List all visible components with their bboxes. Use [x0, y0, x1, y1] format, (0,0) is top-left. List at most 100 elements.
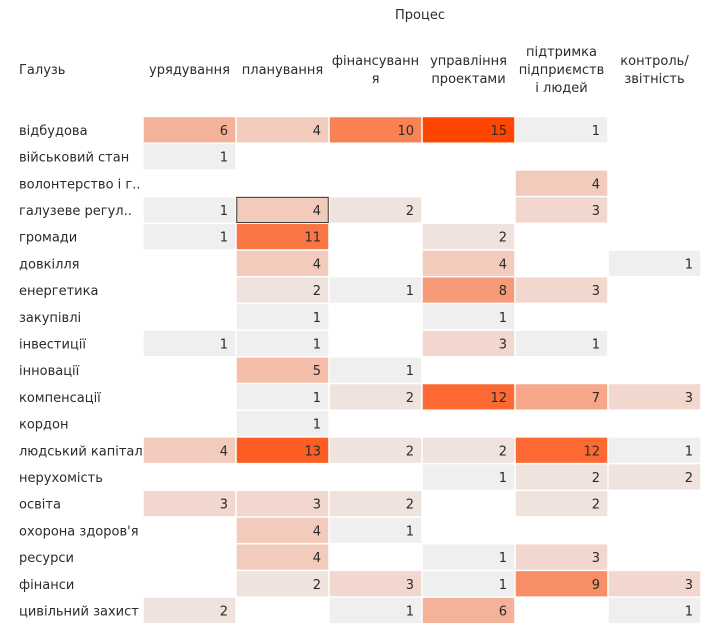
cell-value-label: 2: [685, 471, 693, 486]
cell-value-label: 2: [499, 231, 507, 246]
cell-value-label: 4: [313, 524, 321, 539]
heatmap-cell[interactable]: [515, 544, 608, 570]
cell-value-label: 1: [499, 311, 507, 326]
cell-value-label: 3: [592, 551, 600, 566]
heatmap-cell[interactable]: [608, 437, 701, 463]
cell-value-label: 1: [685, 444, 693, 459]
heatmap-cell[interactable]: [608, 384, 701, 410]
heatmap-cell[interactable]: [422, 277, 515, 303]
cell-value-label: 2: [499, 444, 507, 459]
heatmap-cell[interactable]: [143, 330, 236, 357]
heatmap-cell[interactable]: [236, 330, 329, 357]
row-label: кордон: [19, 418, 69, 433]
heatmap-cell[interactable]: [422, 384, 515, 410]
column-header: контроль/звітність: [620, 54, 689, 87]
heatmap-cell[interactable]: [515, 437, 608, 463]
heatmap-cell[interactable]: [236, 571, 329, 597]
heatmap-cell[interactable]: [329, 277, 422, 303]
cell-value-label: 3: [592, 204, 600, 219]
cell-value-label: 11: [304, 231, 321, 246]
heatmap-cell[interactable]: [422, 224, 515, 250]
cell-value-label: 1: [220, 231, 228, 246]
heatmap-cell[interactable]: [515, 464, 608, 490]
heatmap-cell[interactable]: [143, 597, 236, 624]
heatmap-cell[interactable]: [236, 224, 329, 250]
heatmap-cell[interactable]: [329, 597, 422, 624]
heatmap-cell[interactable]: [515, 117, 608, 143]
column-header: фінансуванн я: [332, 54, 419, 87]
heatmap-cell[interactable]: [236, 117, 329, 143]
heatmap-cell[interactable]: [515, 330, 608, 357]
heatmap-cell[interactable]: [329, 517, 422, 543]
row-label: інвестиції: [19, 337, 86, 352]
row-label: компенсації: [19, 391, 101, 406]
heatmap-cell[interactable]: [422, 437, 515, 463]
cell-value-label: 1: [499, 551, 507, 566]
heatmap-cell[interactable]: [143, 197, 236, 223]
heatmap-cell[interactable]: [608, 464, 701, 490]
cell-value-label: 1: [313, 337, 321, 352]
cell-value-label: 1: [499, 578, 507, 593]
heatmap-cell[interactable]: [236, 250, 329, 276]
heatmap-cell[interactable]: [143, 224, 236, 250]
heatmap-cell[interactable]: [515, 384, 608, 410]
heatmap-cell[interactable]: [143, 117, 236, 143]
cell-value-label: 7: [592, 391, 600, 406]
heatmap-cell[interactable]: [236, 517, 329, 543]
heatmap-cell[interactable]: [236, 491, 329, 517]
heatmap-cell[interactable]: [422, 597, 515, 624]
heatmap-cell[interactable]: [143, 491, 236, 517]
heatmap-cell[interactable]: [236, 437, 329, 463]
heatmap-cell[interactable]: [515, 571, 608, 597]
heatmap-cell[interactable]: [422, 464, 515, 490]
heatmap-cell[interactable]: [329, 437, 422, 463]
heatmap-cell[interactable]: [329, 384, 422, 410]
cell-value-label: 1: [406, 604, 414, 619]
heatmap-cell[interactable]: [236, 357, 329, 383]
heatmap-cell[interactable]: [236, 384, 329, 410]
cell-value-label: 1: [220, 204, 228, 219]
heatmap-cell[interactable]: [329, 117, 422, 143]
heatmap-cell[interactable]: [608, 597, 701, 624]
heatmap-cell[interactable]: [329, 491, 422, 517]
heatmap-cell[interactable]: [608, 571, 701, 597]
heatmap-cell[interactable]: [422, 250, 515, 276]
heatmap-cell[interactable]: [422, 571, 515, 597]
heatmap-cell[interactable]: [422, 330, 515, 357]
row-label: ресурси: [19, 551, 74, 566]
heatmap-cell[interactable]: [236, 277, 329, 303]
heatmap-cell[interactable]: [143, 437, 236, 463]
heatmap-cell[interactable]: [143, 143, 236, 170]
cell-value-label: 4: [313, 124, 321, 139]
heatmap-cell[interactable]: [608, 250, 701, 276]
heatmap-cell[interactable]: [422, 544, 515, 570]
heatmap-cell[interactable]: [236, 304, 329, 330]
cell-value-label: 8: [499, 284, 507, 299]
row-label: охорона здоров'я: [19, 524, 139, 539]
cell-value-label: 4: [313, 204, 321, 219]
heatmap-cell[interactable]: [515, 277, 608, 303]
heatmap-cell[interactable]: [236, 544, 329, 570]
row-label: освіта: [19, 498, 61, 513]
heatmap-cell[interactable]: [422, 304, 515, 330]
column-header: управління проектами: [430, 54, 507, 87]
heatmap-cell[interactable]: [515, 491, 608, 517]
cell-value-label: 2: [406, 204, 414, 219]
heatmap-cell[interactable]: [236, 410, 329, 437]
cell-value-label: 1: [220, 337, 228, 352]
cell-value-label: 2: [313, 284, 321, 299]
heatmap-cell[interactable]: [329, 197, 422, 223]
heatmap-cell[interactable]: [422, 117, 515, 143]
cell-value-label: 5: [313, 364, 321, 379]
column-header: планування: [242, 63, 323, 78]
heatmap-cell[interactable]: [515, 170, 608, 196]
heatmap-cell[interactable]: [236, 196, 329, 224]
row-label: інновації: [19, 364, 80, 379]
cell-value-label: 2: [220, 604, 228, 619]
heatmap-cell[interactable]: [329, 571, 422, 597]
heatmap-cell[interactable]: [515, 197, 608, 223]
heatmap-cell[interactable]: [329, 357, 422, 383]
row-label: довкілля: [19, 257, 80, 272]
cell-value-label: 3: [685, 391, 693, 406]
cell-value-label: 1: [313, 418, 321, 433]
